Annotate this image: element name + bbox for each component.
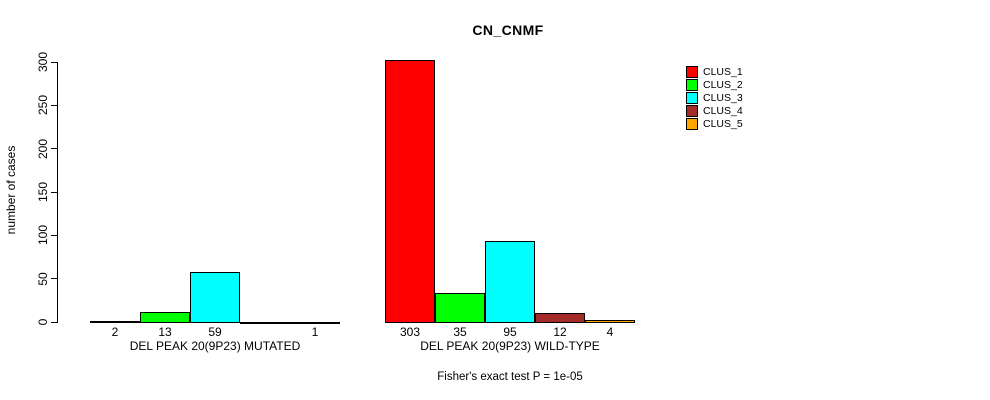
bar-count-label: 303 bbox=[399, 325, 421, 339]
bar-clus_1-group2 bbox=[385, 60, 435, 323]
bar-clus_2-group2 bbox=[435, 293, 485, 323]
legend-label: CLUS_2 bbox=[703, 79, 743, 91]
legend-label: CLUS_3 bbox=[703, 92, 743, 104]
legend-label: CLUS_4 bbox=[703, 105, 743, 117]
y-axis-tick bbox=[51, 191, 57, 193]
x-axis-label-wildtype: DEL PEAK 20(9P23) WILD-TYPE bbox=[420, 339, 600, 353]
y-axis-tick bbox=[51, 148, 57, 150]
y-axis-tick bbox=[51, 61, 57, 63]
y-axis-tick-label: 300 bbox=[36, 51, 50, 73]
legend-swatch-clus_4 bbox=[686, 105, 698, 117]
bar-clus_3-group1 bbox=[190, 272, 240, 323]
y-axis-tick-label: 200 bbox=[36, 138, 50, 159]
legend-label: CLUS_1 bbox=[703, 66, 743, 78]
y-axis-tick-label: 0 bbox=[36, 318, 50, 326]
legend-swatch-clus_5 bbox=[686, 118, 698, 130]
y-axis bbox=[57, 62, 58, 323]
legend-swatch-clus_3 bbox=[686, 92, 698, 104]
bar-count-label: 95 bbox=[503, 325, 517, 339]
bar-count-label: 1 bbox=[311, 325, 319, 339]
y-axis-tick-label: 100 bbox=[36, 225, 50, 246]
y-axis-tick bbox=[51, 234, 57, 236]
y-axis-tick bbox=[51, 104, 57, 106]
legend-item-clus_5: CLUS_5 bbox=[686, 118, 743, 130]
legend-item-clus_2: CLUS_2 bbox=[686, 79, 743, 91]
y-axis-tick bbox=[51, 321, 57, 323]
y-axis-tick-label: 250 bbox=[36, 95, 50, 116]
y-axis-label: number of cases bbox=[4, 145, 18, 235]
bar-count-label: 4 bbox=[606, 325, 614, 339]
y-axis-tick-label: 150 bbox=[36, 181, 50, 203]
legend-item-clus_1: CLUS_1 bbox=[686, 66, 743, 78]
bar-clus_4-group2 bbox=[535, 313, 585, 323]
legend: CLUS_1 CLUS_2 CLUS_3 CLUS_4 CLUS_5 bbox=[686, 66, 743, 131]
bar-count-label: 35 bbox=[453, 325, 467, 339]
bar-count-label: 2 bbox=[111, 325, 119, 339]
bar-clus_4-group1 bbox=[240, 322, 290, 324]
legend-swatch-clus_1 bbox=[686, 66, 698, 78]
fisher-test-annotation: Fisher's exact test P = 1e-05 bbox=[437, 371, 583, 383]
bar-clus_3-group2 bbox=[485, 241, 535, 323]
y-axis-tick-label: 50 bbox=[36, 271, 50, 286]
x-axis-label-mutated: DEL PEAK 20(9P23) MUTATED bbox=[129, 339, 301, 353]
legend-swatch-clus_2 bbox=[686, 79, 698, 91]
bar-count-label: 13 bbox=[158, 325, 172, 339]
chart-title: CN_CNMF bbox=[472, 22, 544, 38]
legend-item-clus_3: CLUS_3 bbox=[686, 92, 743, 104]
legend-item-clus_4: CLUS_4 bbox=[686, 105, 743, 117]
bar-clus_2-group1 bbox=[140, 312, 190, 323]
y-axis-tick bbox=[51, 278, 57, 280]
bar-clus_5-group1 bbox=[290, 322, 340, 324]
bar-count-label: 12 bbox=[553, 325, 567, 339]
bar-count-label: 59 bbox=[208, 325, 222, 339]
bar-clus_5-group2 bbox=[585, 320, 635, 323]
legend-label: CLUS_5 bbox=[703, 118, 743, 130]
bar-clus_1-group1 bbox=[90, 321, 140, 323]
